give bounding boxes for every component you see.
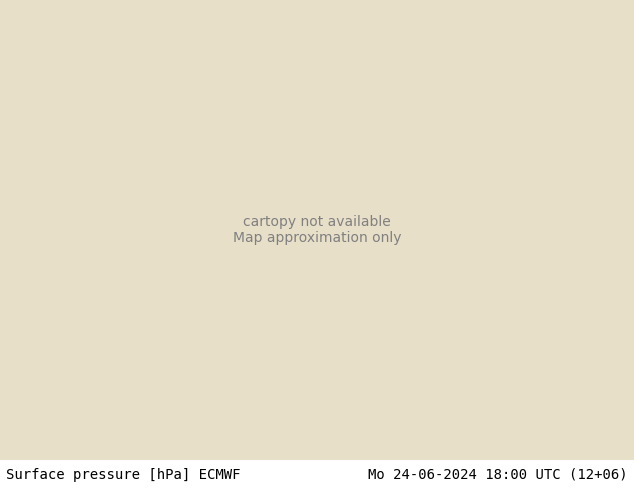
Text: cartopy not available
Map approximation only: cartopy not available Map approximation … xyxy=(233,215,401,245)
Text: Surface pressure [hPa] ECMWF: Surface pressure [hPa] ECMWF xyxy=(6,468,241,482)
Text: Mo 24-06-2024 18:00 UTC (12+06): Mo 24-06-2024 18:00 UTC (12+06) xyxy=(368,468,628,482)
